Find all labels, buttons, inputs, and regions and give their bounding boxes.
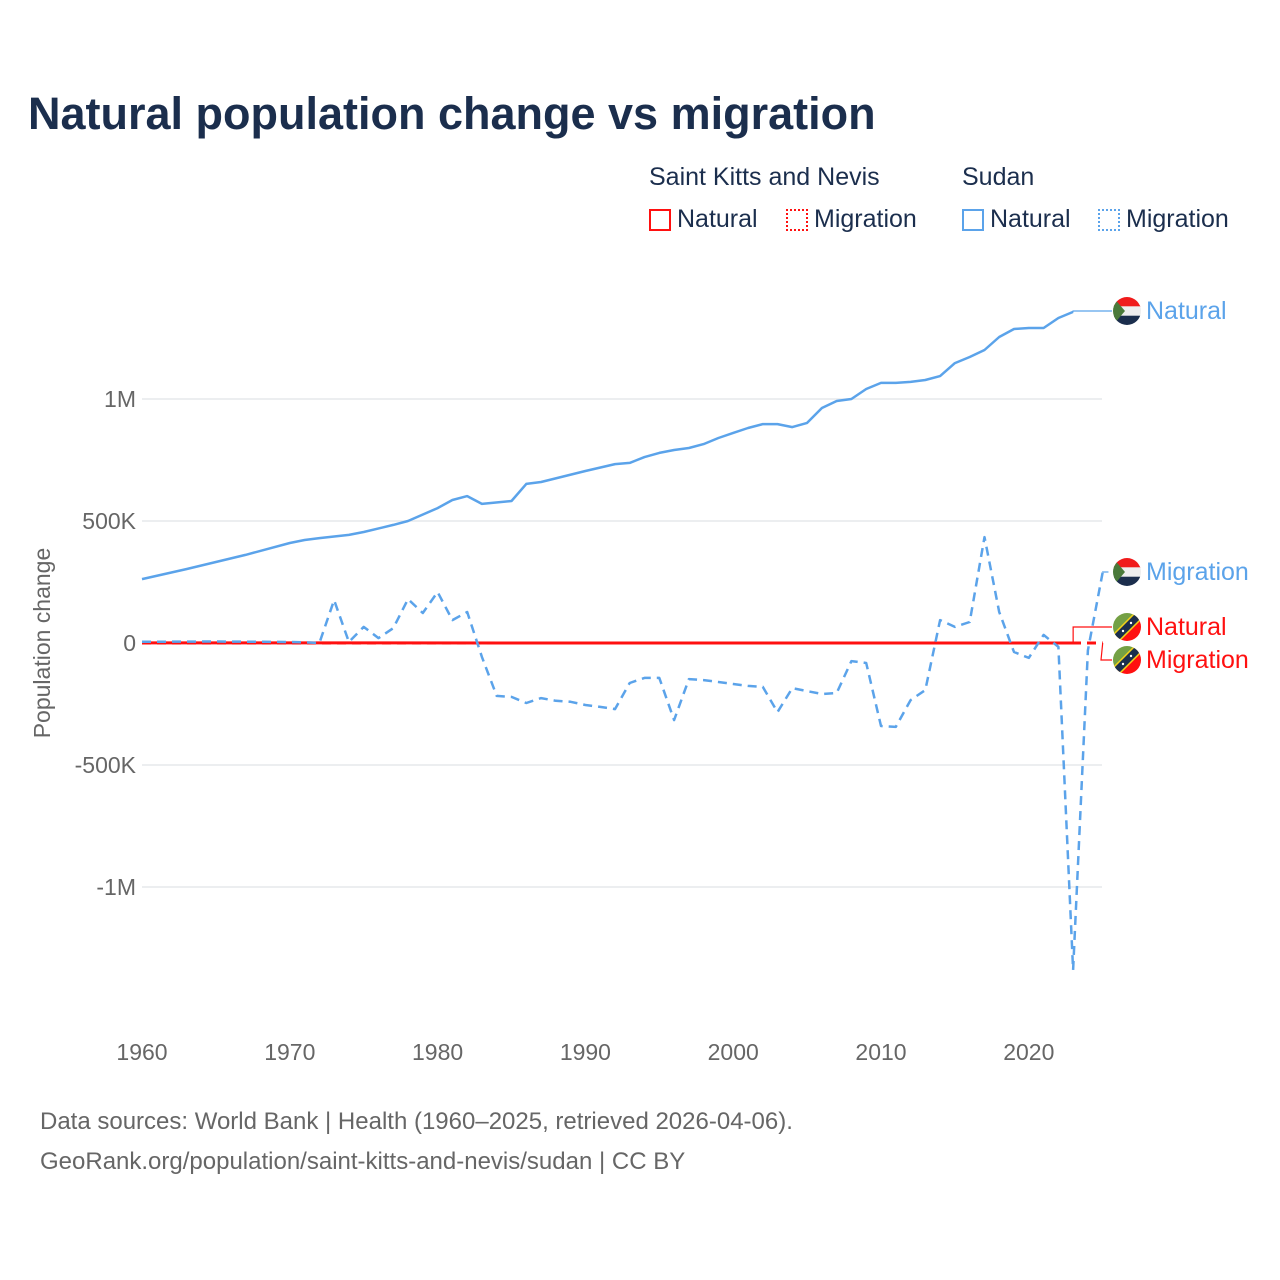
leader-line	[1100, 642, 1112, 661]
y-tick-label: -1M	[96, 874, 136, 900]
sudan-flag-icon	[1113, 297, 1141, 326]
legend-item-sudan-migration[interactable]: Migration	[1098, 205, 1229, 234]
y-tick-label: 0	[123, 630, 136, 656]
legend-group-saint-kitts-and-nevis: Saint Kitts and Nevis	[649, 163, 880, 191]
legend-swatch-solid-red	[649, 208, 671, 231]
footer-sources: Data sources: World Bank | Health (1960–…	[40, 1108, 793, 1135]
y-axis-label: Population change	[29, 548, 55, 739]
legend-group-sudan: Sudan	[962, 163, 1035, 191]
end-label: Natural	[1146, 613, 1227, 641]
chart-title: Natural population change vs migration	[28, 88, 876, 139]
legend-label: Natural	[990, 205, 1071, 233]
legend-label: Natural	[677, 205, 758, 233]
series-line-sudan-natural	[141, 310, 1074, 581]
series-line-sudan-migration	[141, 535, 1104, 972]
x-tick-label: 2010	[855, 1039, 906, 1065]
legend-item-skn-migration[interactable]: Migration	[786, 205, 917, 234]
legend-swatch-solid-blue	[962, 208, 984, 231]
sudan-flag-icon	[1113, 558, 1141, 587]
x-tick-label: 1970	[264, 1039, 315, 1065]
end-label: Natural	[1146, 297, 1227, 325]
end-label: Migration	[1146, 646, 1249, 674]
x-tick-label: 1960	[116, 1039, 167, 1065]
end-label: Migration	[1146, 558, 1249, 586]
x-tick-label: 1980	[412, 1039, 463, 1065]
legend-swatch-dotted-red	[786, 208, 808, 231]
leader-line	[1072, 626, 1112, 643]
saint-kitts-and-nevis-flag-icon	[1111, 611, 1143, 643]
legend-label: Migration	[814, 205, 917, 233]
saint-kitts-and-nevis-flag-icon	[1111, 644, 1143, 676]
y-tick-label: 1M	[104, 386, 136, 412]
x-tick-label: 2000	[708, 1039, 759, 1065]
legend-label: Migration	[1126, 205, 1229, 233]
leader-line	[1072, 310, 1112, 312]
x-tick-label: 2020	[1003, 1039, 1054, 1065]
y-tick-label: 500K	[82, 508, 136, 534]
legend-item-sudan-natural[interactable]: Natural	[962, 205, 1071, 234]
x-tick-label: 1990	[560, 1039, 611, 1065]
legend-swatch-dotted-blue	[1098, 208, 1120, 231]
y-tick-label: -500K	[75, 752, 137, 778]
legend-item-skn-natural[interactable]: Natural	[649, 205, 758, 234]
footer-link[interactable]: GeoRank.org/population/saint-kitts-and-n…	[40, 1148, 686, 1175]
